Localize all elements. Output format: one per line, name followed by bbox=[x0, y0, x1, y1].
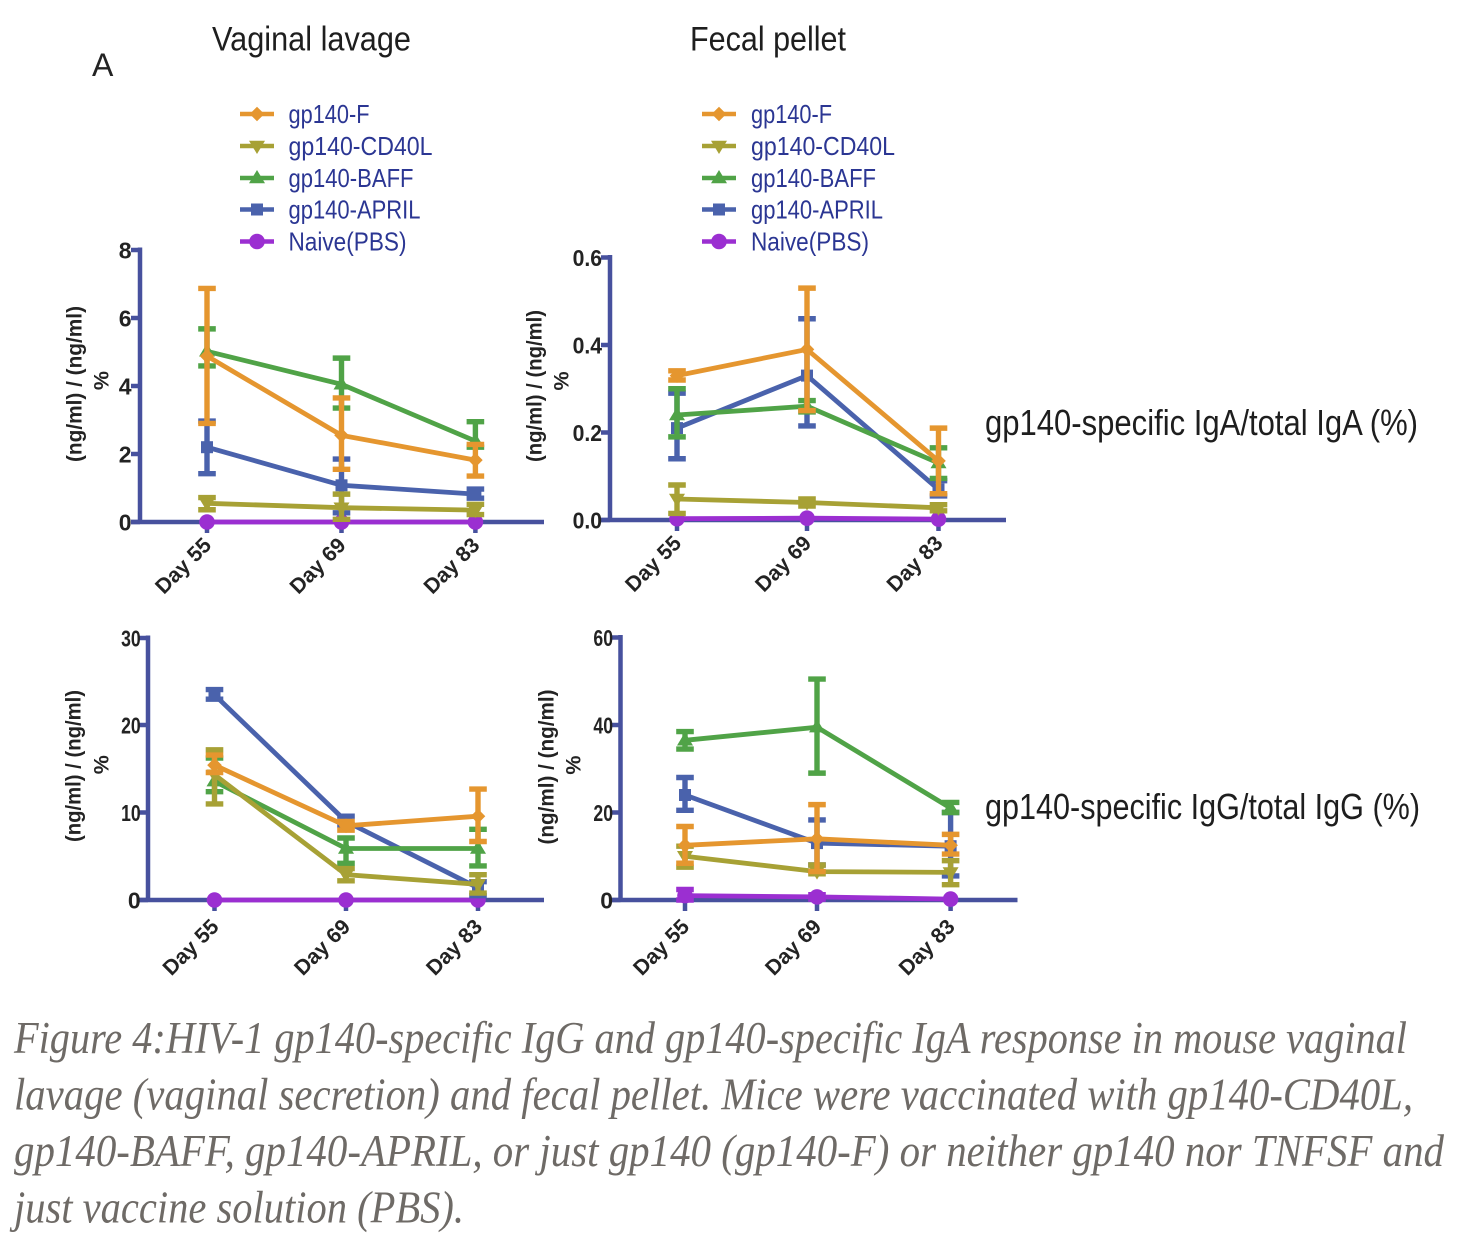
svg-text:just vaccine solution (PBS).: just vaccine solution (PBS). bbox=[9, 1183, 464, 1233]
svg-text:gp140-specific IgG/total IgG (: gp140-specific IgG/total IgG (%) bbox=[985, 786, 1420, 827]
svg-text:0.6: 0.6 bbox=[573, 245, 602, 271]
svg-text:20: 20 bbox=[593, 800, 613, 826]
svg-text:gp140-CD40L: gp140-CD40L bbox=[289, 131, 433, 161]
svg-text:0.2: 0.2 bbox=[573, 420, 602, 446]
svg-text:30: 30 bbox=[121, 626, 141, 652]
svg-text:A: A bbox=[92, 47, 114, 83]
svg-text:6: 6 bbox=[119, 306, 132, 332]
svg-text:(ng/ml) / (ng/ml): (ng/ml) / (ng/ml) bbox=[62, 690, 86, 842]
svg-text:gp140-BAFF, gp140-APRIL, or ju: gp140-BAFF, gp140-APRIL, or just gp140 (… bbox=[14, 1126, 1444, 1176]
svg-text:%: % bbox=[561, 755, 585, 774]
svg-text:gp140-specific IgA/total IgA (: gp140-specific IgA/total IgA (%) bbox=[985, 402, 1418, 443]
svg-text:8: 8 bbox=[119, 238, 132, 264]
svg-text:gp140-F: gp140-F bbox=[289, 99, 370, 129]
svg-text:0: 0 bbox=[128, 888, 141, 914]
svg-text:(ng/ml) / (ng/ml): (ng/ml) / (ng/ml) bbox=[523, 310, 547, 462]
svg-text:gp140-BAFF: gp140-BAFF bbox=[289, 163, 414, 193]
svg-text:0: 0 bbox=[600, 888, 613, 914]
svg-text:Vaginal lavage: Vaginal lavage bbox=[212, 21, 411, 59]
svg-text:0.0: 0.0 bbox=[573, 508, 602, 534]
svg-text:60: 60 bbox=[593, 625, 613, 651]
svg-text:40: 40 bbox=[593, 713, 613, 739]
svg-text:20: 20 bbox=[121, 713, 141, 739]
svg-text:0.4: 0.4 bbox=[573, 333, 603, 359]
svg-text:0: 0 bbox=[119, 510, 132, 536]
svg-text:gp140-F: gp140-F bbox=[751, 99, 832, 129]
svg-text:Naive(PBS): Naive(PBS) bbox=[289, 227, 407, 257]
svg-text:gp140-APRIL: gp140-APRIL bbox=[289, 195, 421, 225]
svg-text:%: % bbox=[89, 371, 113, 390]
svg-text:4: 4 bbox=[119, 374, 132, 400]
svg-text:%: % bbox=[89, 755, 113, 774]
svg-text:2: 2 bbox=[119, 442, 132, 468]
svg-text:Figure 4:HIV-1 gp140-specific: Figure 4:HIV-1 gp140-specific IgG and gp… bbox=[13, 1013, 1407, 1063]
svg-text:10: 10 bbox=[121, 800, 141, 826]
svg-text:(ng/ml) / (ng/ml): (ng/ml) / (ng/ml) bbox=[63, 306, 87, 462]
svg-text:(ng/ml) / (ng/ml): (ng/ml) / (ng/ml) bbox=[534, 690, 558, 845]
svg-text:gp140-APRIL: gp140-APRIL bbox=[751, 195, 883, 225]
svg-text:lavage (vaginal secretion) and: lavage (vaginal secretion) and fecal pel… bbox=[14, 1070, 1413, 1120]
svg-text:Naive(PBS): Naive(PBS) bbox=[751, 227, 869, 257]
svg-text:gp140-BAFF: gp140-BAFF bbox=[751, 163, 876, 193]
svg-text:%: % bbox=[549, 371, 573, 390]
svg-text:Fecal pellet: Fecal pellet bbox=[690, 21, 846, 59]
svg-text:gp140-CD40L: gp140-CD40L bbox=[751, 131, 895, 161]
